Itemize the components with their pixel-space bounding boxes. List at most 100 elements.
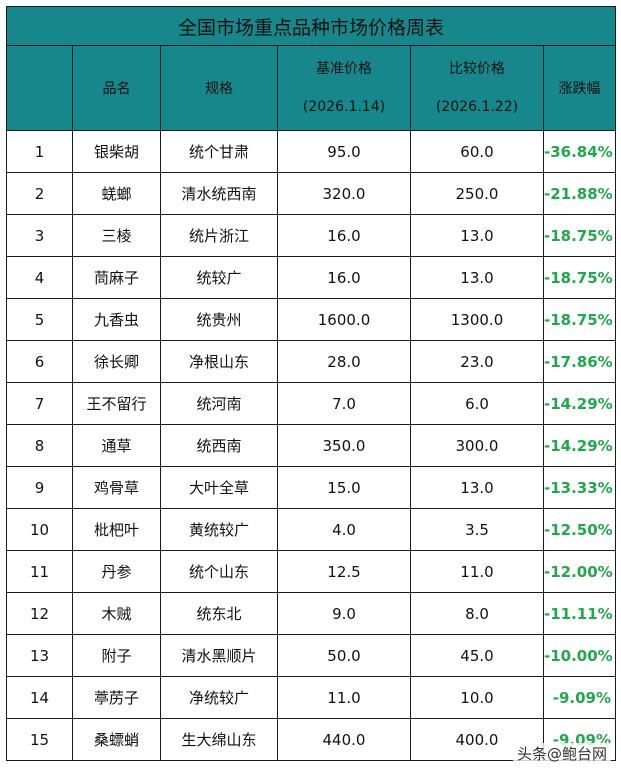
row-spec: 统西南 xyxy=(160,424,278,467)
row-name: 木贼 xyxy=(72,592,161,635)
row-base-price: 15.0 xyxy=(277,466,411,509)
row-spec: 清水黑顺片 xyxy=(160,634,278,677)
row-change: -21.88% xyxy=(542,172,617,215)
table-row: 4 茼麻子 统较广 16.0 13.0 -18.75% xyxy=(6,256,617,299)
header-compare-date: (2026.1.22) xyxy=(435,99,519,115)
row-name: 通草 xyxy=(72,424,161,467)
row-name: 枇杷叶 xyxy=(72,508,161,551)
row-change: -10.00% xyxy=(542,634,617,677)
row-base-price: 9.0 xyxy=(277,592,411,635)
row-index: 4 xyxy=(6,256,73,299)
row-spec: 大叶全草 xyxy=(160,466,278,509)
row-name: 茼麻子 xyxy=(72,256,161,299)
row-name: 银柴胡 xyxy=(72,130,161,173)
row-spec: 统片浙江 xyxy=(160,214,278,257)
row-spec: 统个山东 xyxy=(160,550,278,593)
row-base-price: 28.0 xyxy=(277,340,411,383)
row-base-price: 4.0 xyxy=(277,508,411,551)
row-index: 13 xyxy=(6,634,73,677)
table-row: 3 三棱 统片浙江 16.0 13.0 -18.75% xyxy=(6,214,617,257)
row-name: 王不留行 xyxy=(72,382,161,425)
row-change: -13.33% xyxy=(542,466,617,509)
row-name: 蜣螂 xyxy=(72,172,161,215)
header-change: 涨跌幅 xyxy=(542,45,617,131)
row-spec: 统东北 xyxy=(160,592,278,635)
row-change: -14.29% xyxy=(542,382,617,425)
row-name: 三棱 xyxy=(72,214,161,257)
header-compare-price: 比较价格 (2026.1.22) xyxy=(410,45,544,131)
row-base-price: 50.0 xyxy=(277,634,411,677)
table-title: 全国市场重点品种市场价格周表 xyxy=(5,6,617,46)
row-name: 九香虫 xyxy=(72,298,161,341)
row-base-price: 1600.0 xyxy=(277,298,411,341)
row-base-price: 350.0 xyxy=(277,424,411,467)
row-index: 15 xyxy=(6,718,73,761)
row-base-price: 7.0 xyxy=(277,382,411,425)
row-base-price: 320.0 xyxy=(277,172,411,215)
table-row: 12 木贼 统东北 9.0 8.0 -11.11% xyxy=(6,592,617,635)
row-change: -9.09% xyxy=(542,676,617,719)
row-spec: 生大绵山东 xyxy=(160,718,278,761)
watermark: 头条@鲍台网 xyxy=(512,743,611,764)
header-base-date: (2026.1.14) xyxy=(302,99,386,115)
row-compare-price: 13.0 xyxy=(410,466,544,509)
table-row: 14 葶苈子 净统较广 11.0 10.0 -9.09% xyxy=(6,676,617,719)
table-row: 9 鸡骨草 大叶全草 15.0 13.0 -13.33% xyxy=(6,466,617,509)
row-compare-price: 1300.0 xyxy=(410,298,544,341)
row-base-price: 95.0 xyxy=(277,130,411,173)
header-index xyxy=(6,45,73,131)
row-compare-price: 11.0 xyxy=(410,550,544,593)
row-compare-price: 3.5 xyxy=(410,508,544,551)
row-base-price: 11.0 xyxy=(277,676,411,719)
row-change: -11.11% xyxy=(542,592,617,635)
row-compare-price: 300.0 xyxy=(410,424,544,467)
row-name: 附子 xyxy=(72,634,161,677)
table-row: 5 九香虫 统贵州 1600.0 1300.0 -18.75% xyxy=(6,298,617,341)
row-index: 3 xyxy=(6,214,73,257)
row-name: 鸡骨草 xyxy=(72,466,161,509)
header-base-price-label: 基准价格 xyxy=(316,61,372,77)
row-base-price: 16.0 xyxy=(277,256,411,299)
row-index: 12 xyxy=(6,592,73,635)
row-name: 桑螵蛸 xyxy=(72,718,161,761)
row-spec: 统个甘肃 xyxy=(160,130,278,173)
row-change: -36.84% xyxy=(542,130,617,173)
row-change: -12.00% xyxy=(542,550,617,593)
price-table: 全国市场重点品种市场价格周表 品名 规格 基准价格 (2026.1.14) 比较… xyxy=(5,6,617,761)
table-row: 8 通草 统西南 350.0 300.0 -14.29% xyxy=(6,424,617,467)
table-row: 11 丹参 统个山东 12.5 11.0 -12.00% xyxy=(6,550,617,593)
row-spec: 统河南 xyxy=(160,382,278,425)
row-index: 9 xyxy=(6,466,73,509)
table-body: 1 银柴胡 统个甘肃 95.0 60.0 -36.84% 2 蜣螂 清水统西南 320.0 250… xyxy=(6,130,617,761)
row-compare-price: 8.0 xyxy=(410,592,544,635)
header-row: 品名 规格 基准价格 (2026.1.14) 比较价格 (2026.1.22) … xyxy=(6,45,617,131)
row-compare-price: 13.0 xyxy=(410,214,544,257)
row-index: 5 xyxy=(6,298,73,341)
row-base-price: 440.0 xyxy=(277,718,411,761)
row-base-price: 16.0 xyxy=(277,214,411,257)
row-change: -14.29% xyxy=(542,424,617,467)
row-change: -18.75% xyxy=(542,298,617,341)
row-index: 11 xyxy=(6,550,73,593)
row-base-price: 12.5 xyxy=(277,550,411,593)
row-change: -18.75% xyxy=(542,256,617,299)
row-change: -12.50% xyxy=(542,508,617,551)
row-compare-price: 23.0 xyxy=(410,340,544,383)
row-name: 徐长卿 xyxy=(72,340,161,383)
table-row: 13 附子 清水黑顺片 50.0 45.0 -10.00% xyxy=(6,634,617,677)
row-compare-price: 13.0 xyxy=(410,256,544,299)
table-row: 1 银柴胡 统个甘肃 95.0 60.0 -36.84% xyxy=(6,130,617,173)
table-row: 6 徐长卿 净根山东 28.0 23.0 -17.86% xyxy=(6,340,617,383)
row-name: 葶苈子 xyxy=(72,676,161,719)
row-index: 8 xyxy=(6,424,73,467)
table-row: 7 王不留行 统河南 7.0 6.0 -14.29% xyxy=(6,382,617,425)
row-compare-price: 10.0 xyxy=(410,676,544,719)
table-row: 15 桑螵蛸 生大绵山东 440.0 400.0 -9.09% xyxy=(6,718,617,761)
row-index: 10 xyxy=(6,508,73,551)
row-index: 6 xyxy=(6,340,73,383)
row-spec: 净统较广 xyxy=(160,676,278,719)
row-change: -17.86% xyxy=(542,340,617,383)
row-change: -18.75% xyxy=(542,214,617,257)
table-row: 2 蜣螂 清水统西南 320.0 250.0 -21.88% xyxy=(6,172,617,215)
row-index: 7 xyxy=(6,382,73,425)
